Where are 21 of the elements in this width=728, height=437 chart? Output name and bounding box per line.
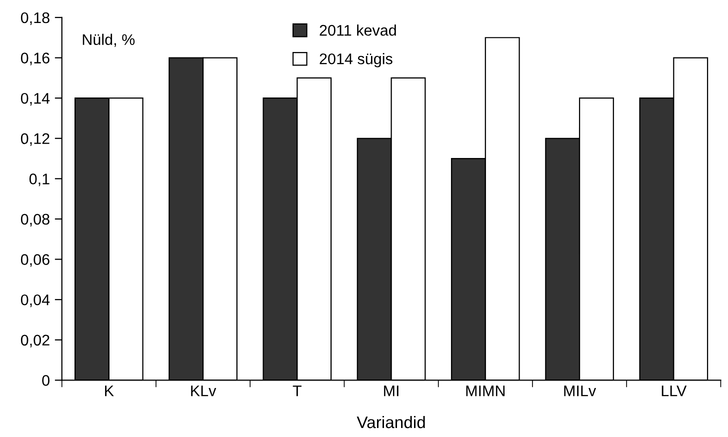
x-tick-label: LLV <box>662 386 687 396</box>
x-tick-label: T <box>292 386 302 396</box>
y-tick-label: 0,1 <box>29 174 50 186</box>
x-tick-label: K <box>105 386 114 396</box>
x-axis-title: Variandid <box>356 416 425 428</box>
y-tick-label: 0,12 <box>20 133 50 146</box>
y-tick-label: 0,04 <box>20 294 50 308</box>
y-tick-label: 0,06 <box>20 254 50 267</box>
y-tick-label: 0,14 <box>20 92 50 106</box>
legend-label: 2011 kevad <box>320 24 396 36</box>
x-tick-label: MI <box>384 386 398 396</box>
legend-label: 2014 sügis <box>320 53 392 68</box>
y-tick-label: 0,08 <box>20 214 50 226</box>
x-tick-label: MILv <box>564 386 596 396</box>
y-axis-title: Nüld, % <box>82 34 135 47</box>
y-tick-label: 0 <box>42 375 50 386</box>
y-tick-label: 0,02 <box>20 334 50 348</box>
x-tick-label: MIMN <box>466 386 505 396</box>
y-tick-label: 0,18 <box>20 12 50 25</box>
x-tick-label: KLv <box>191 386 216 396</box>
y-tick-label: 0,16 <box>20 52 50 66</box>
